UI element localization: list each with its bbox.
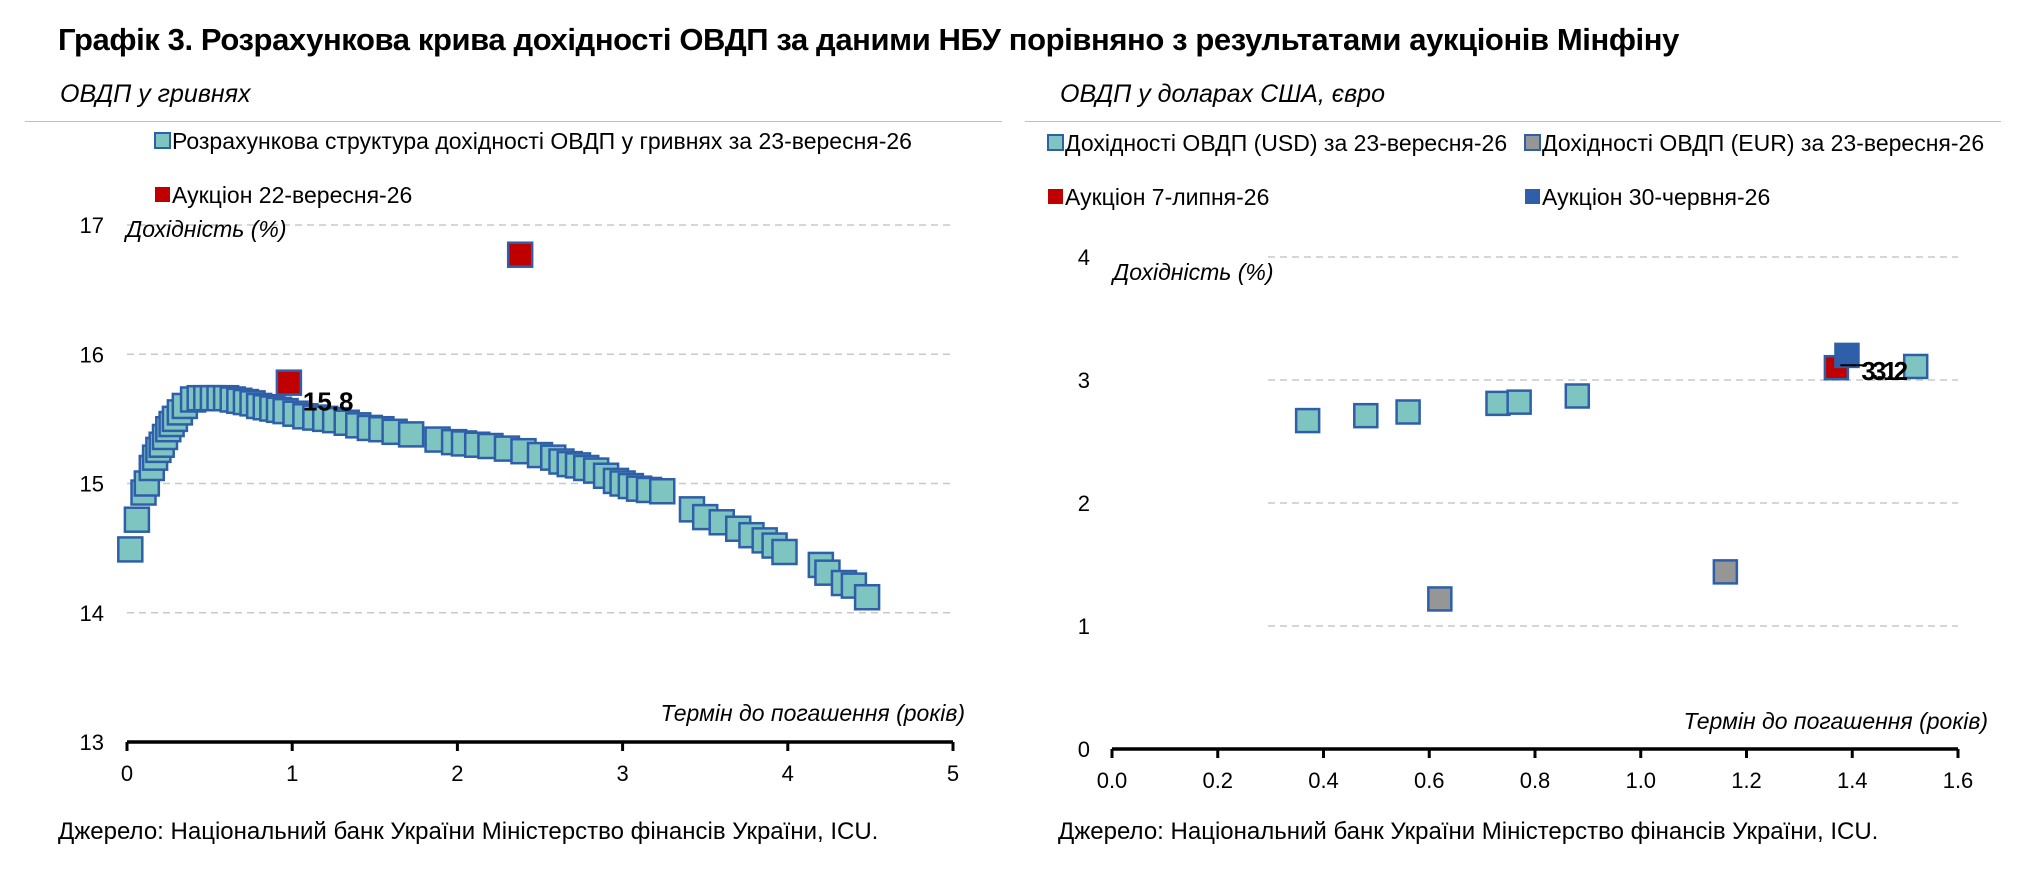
data-label-1-2-0: 3.1 — [1861, 356, 1897, 386]
x-tick-label-0-5: 5 — [947, 761, 959, 786]
x-tick-label-0-1: 1 — [286, 761, 298, 786]
x-tick-label-1-6: 1.2 — [1731, 768, 1762, 793]
data-point-1-0-2 — [1395, 399, 1421, 425]
x-tick-label-1-1: 0.2 — [1202, 768, 1233, 793]
data-point-1-1-0 — [1427, 586, 1453, 612]
legend-marker-1-2 — [1048, 189, 1063, 204]
x-tick-label-0-4: 4 — [782, 761, 794, 786]
y-axis-title-0: Дохідність (%) — [123, 216, 286, 242]
y-tick-label-0-3: 16 — [80, 342, 104, 367]
y-tick-label-0-2: 15 — [80, 472, 104, 497]
legend-label-1-3: Аукціон 30-червня-26 — [1542, 184, 1770, 210]
data-point-1-0-4 — [1506, 389, 1532, 415]
chart-title: Графік 3. Розрахункова крива дохідності … — [58, 22, 1679, 57]
data-point-1-1-1 — [1712, 559, 1739, 585]
y-tick-label-1-1: 1 — [1078, 614, 1090, 639]
data-point-0-1-1 — [506, 241, 534, 268]
legend-label-0-1: Аукціон 22-вересня-26 — [172, 182, 412, 208]
x-tick-label-1-5: 1.0 — [1625, 768, 1656, 793]
data-label-1-3-0: 3.2 — [1872, 356, 1908, 386]
x-axis-title-0: Термін до погашення (років) — [660, 700, 965, 726]
y-axis-title-1: Дохідність (%) — [1110, 259, 1273, 285]
legend-marker-0-0 — [154, 132, 171, 149]
right-source-note: Джерело: Національний банк України Мініс… — [1058, 818, 1879, 845]
y-tick-label-0-0: 13 — [80, 730, 104, 755]
x-tick-label-0-0: 0 — [121, 761, 133, 786]
right-panel-divider — [1025, 121, 2001, 122]
legend-label-0-0: Розрахункова структура дохідності ОВДП у… — [172, 128, 912, 154]
y-tick-label-0-1: 14 — [80, 601, 104, 626]
data-point-0-1-0 — [275, 369, 303, 396]
y-tick-label-0-4: 17 — [80, 213, 104, 238]
x-axis-title-1: Термін до погашення (років) — [1683, 708, 1988, 734]
left-panel-subtitle: ОВДП у гривнях — [60, 80, 251, 108]
data-point-0-0-60 — [648, 478, 676, 505]
y-tick-label-1-0: 0 — [1078, 737, 1090, 762]
legend-label-1-0: Дохідності ОВДП (USD) за 23-вересня-26 — [1065, 130, 1507, 156]
data-point-1-0-5 — [1564, 383, 1591, 409]
data-point-1-0-3 — [1485, 390, 1511, 417]
data-point-0-0-39 — [397, 421, 425, 448]
left-panel-divider — [25, 121, 1002, 122]
right-panel-subtitle: ОВДП у доларах США, євро — [1060, 80, 1385, 108]
legend-label-1-1: Дохідності ОВДП (EUR) за 23-вересня-26 — [1542, 130, 1984, 156]
legend-marker-1-1 — [1524, 134, 1541, 151]
data-point-0-0-0 — [117, 536, 144, 563]
y-tick-label-1-4: 4 — [1078, 245, 1090, 270]
legend-marker-1-0 — [1047, 134, 1064, 151]
x-tick-label-1-7: 1.4 — [1837, 768, 1868, 793]
x-tick-label-0-2: 2 — [451, 761, 463, 786]
data-label-0-1-0: 15.8 — [303, 387, 354, 417]
legend-marker-1-3 — [1525, 189, 1540, 204]
x-tick-label-1-0: 0.0 — [1097, 768, 1128, 793]
x-tick-label-1-3: 0.6 — [1414, 768, 1445, 793]
x-tick-label-1-8: 1.6 — [1943, 768, 1974, 793]
data-point-0-0-1 — [123, 506, 151, 533]
data-point-1-0-1 — [1353, 402, 1379, 429]
y-tick-label-1-3: 3 — [1078, 368, 1090, 393]
data-point-0-0-73 — [853, 583, 881, 611]
legend-label-1-2: Аукціон 7-липня-26 — [1065, 184, 1269, 210]
x-tick-label-0-3: 3 — [616, 761, 628, 786]
data-point-1-3-0 — [1834, 342, 1860, 369]
data-point-1-0-6 — [1902, 353, 1929, 380]
data-point-1-0-0 — [1294, 407, 1321, 434]
x-tick-label-1-2: 0.4 — [1308, 768, 1339, 793]
legend-marker-0-1 — [155, 187, 170, 202]
y-tick-label-1-2: 2 — [1078, 491, 1090, 516]
left-source-note: Джерело: Національний банк України Мініс… — [58, 818, 879, 845]
data-point-0-0-68 — [771, 538, 798, 566]
x-tick-label-1-4: 0.8 — [1520, 768, 1551, 793]
